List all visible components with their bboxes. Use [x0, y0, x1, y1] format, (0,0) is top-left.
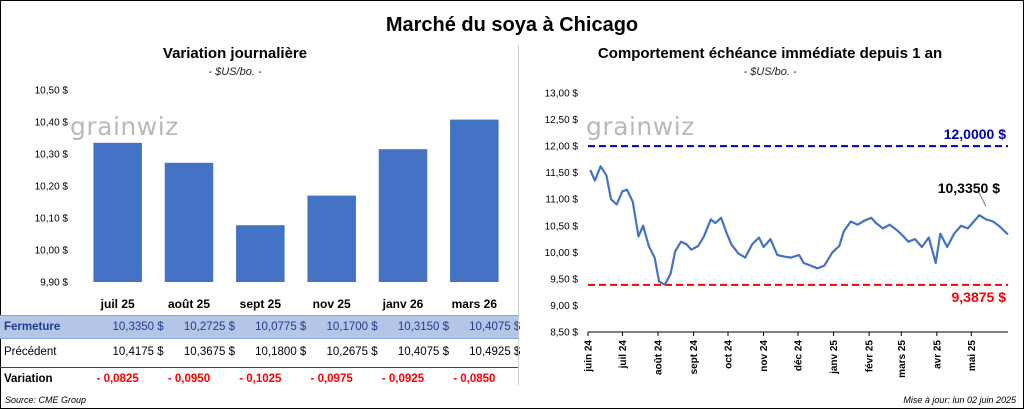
- x-tick-label: juin 24: [584, 340, 595, 373]
- y-tick-label: 10,00 $: [35, 246, 69, 257]
- y-tick-label: 10,50 $: [545, 221, 579, 232]
- y-tick-label: 10,30 $: [35, 150, 69, 161]
- table-cell: 10,2675 $: [326, 346, 378, 358]
- bar: [378, 149, 428, 282]
- x-tick-label: févr 25: [865, 340, 876, 373]
- bar-chart-title: Variation journalière: [162, 45, 308, 62]
- table-cell: 10,4075 $: [469, 321, 521, 333]
- y-tick-label: 11,00 $: [545, 195, 578, 206]
- update-note: Mise à jour: lun 02 juin 2025: [903, 395, 1016, 405]
- y-tick-label: 12,50 $: [545, 115, 579, 126]
- table-cell: - 0,1025: [239, 373, 282, 385]
- table-cell: 10,1800 $: [255, 346, 307, 358]
- table-cell: - 0,0950: [167, 373, 211, 385]
- line-chart-unit: - $US/bo. -: [743, 66, 797, 78]
- table-cell: 10,3675 $: [183, 346, 235, 358]
- category-label: mars 26: [452, 297, 498, 311]
- row-label: Fermeture: [4, 321, 61, 333]
- y-tick-label: 8,50 $: [550, 328, 578, 339]
- x-tick-label: janv 25: [829, 340, 840, 375]
- annotation-leader: [977, 190, 987, 207]
- table-cell: - 0,0975: [310, 373, 353, 385]
- y-tick-label: 10,40 $: [35, 118, 69, 129]
- table-cell: - 0,0925: [381, 373, 425, 385]
- line-chart: 8,50 $ 9,00 $ 9,50 $ 10,00 $ 10,50 $ 11,00 $ 1…: [545, 89, 1009, 378]
- y-tick-label: 12,00 $: [545, 142, 579, 153]
- table-cell: - 0,0850: [453, 373, 496, 385]
- table-cell: 10,4925 $: [469, 346, 521, 358]
- category-label: nov 25: [313, 297, 351, 311]
- y-tick-label: 9,90 $: [40, 278, 68, 289]
- bar: [93, 142, 142, 282]
- category-label: janv 26: [382, 297, 424, 311]
- line-chart-title: Comportement échéance immédiate depuis 1…: [597, 45, 943, 62]
- x-tick-label: mai 25: [967, 340, 978, 372]
- y-tick-label: 10,50 $: [35, 86, 69, 97]
- table-cell: 10,3150 $: [397, 321, 449, 333]
- table-cell: 10,1700 $: [326, 321, 378, 333]
- table-cell: 10,3350 $: [112, 321, 164, 333]
- x-tick-label: juil 24: [618, 340, 629, 370]
- y-tick-label: 10,20 $: [35, 182, 69, 193]
- grainwiz-watermark-right: grainwiz: [586, 112, 695, 141]
- reference-line-label: 12,0000 $: [944, 126, 1006, 142]
- x-tick-label: sept 24: [689, 340, 700, 375]
- category-label: sept 25: [240, 297, 282, 311]
- x-tick-label: avr 25: [932, 340, 943, 369]
- row-label: Variation: [4, 373, 53, 385]
- table-row-precedent: Précédent 10,4175 $ 10,3675 $ 10,1800 $ 10,…: [0, 341, 521, 363]
- source-note: Source: CME Group: [5, 395, 87, 405]
- table-cell: 10,4175 $: [112, 346, 164, 358]
- table-cell: - 0,0825: [96, 373, 139, 385]
- table-row-variation: Variation - 0,0825 - 0,0950 - 0,1025 - 0,09…: [0, 367, 518, 390]
- category-label: août 25: [168, 297, 210, 311]
- x-tick-label: oct 24: [724, 340, 735, 369]
- panel-divider: [518, 45, 519, 385]
- y-tick-label: 9,00 $: [550, 301, 578, 312]
- table-cell: 10,0775 $: [255, 321, 307, 333]
- y-tick-label: 13,00 $: [545, 89, 579, 100]
- table-row-fermeture: Fermeture 10,3350 $ 10,2725 $ 10,0775 $ 10,…: [0, 315, 521, 339]
- category-label: juil 25: [100, 297, 135, 311]
- row-label: Précédent: [4, 346, 57, 358]
- bar-chart: 9,90 $ 10,00 $ 10,10 $ 10,20 $ 10,30 $ 10,40 …: [35, 86, 499, 311]
- y-tick-label: 9,50 $: [550, 274, 578, 285]
- table-cell: 10,4075 $: [397, 346, 449, 358]
- reference-line-label: 9,3875 $: [952, 289, 1007, 305]
- bar: [164, 162, 214, 282]
- y-tick-label: 10,00 $: [545, 248, 579, 259]
- bar: [236, 225, 285, 282]
- x-tick-label: déc 24: [794, 340, 805, 372]
- price-series-line: [589, 165, 1009, 286]
- y-tick-label: 11,50 $: [545, 168, 578, 179]
- page-title: Marché du soya à Chicago: [385, 14, 639, 36]
- x-tick-label: nov 24: [759, 340, 770, 372]
- bar: [450, 119, 499, 282]
- grainwiz-watermark-left: grainwiz: [70, 112, 179, 141]
- bar: [307, 195, 356, 282]
- x-tick-label: mars 25: [897, 340, 908, 378]
- y-tick-label: 10,10 $: [35, 214, 69, 225]
- x-tick-label: août 24: [654, 340, 665, 375]
- last-price-annotation: 10,3350 $: [938, 180, 1000, 196]
- bar-chart-unit: - $US/bo. -: [208, 66, 262, 78]
- table-cell: 10,2725 $: [183, 321, 235, 333]
